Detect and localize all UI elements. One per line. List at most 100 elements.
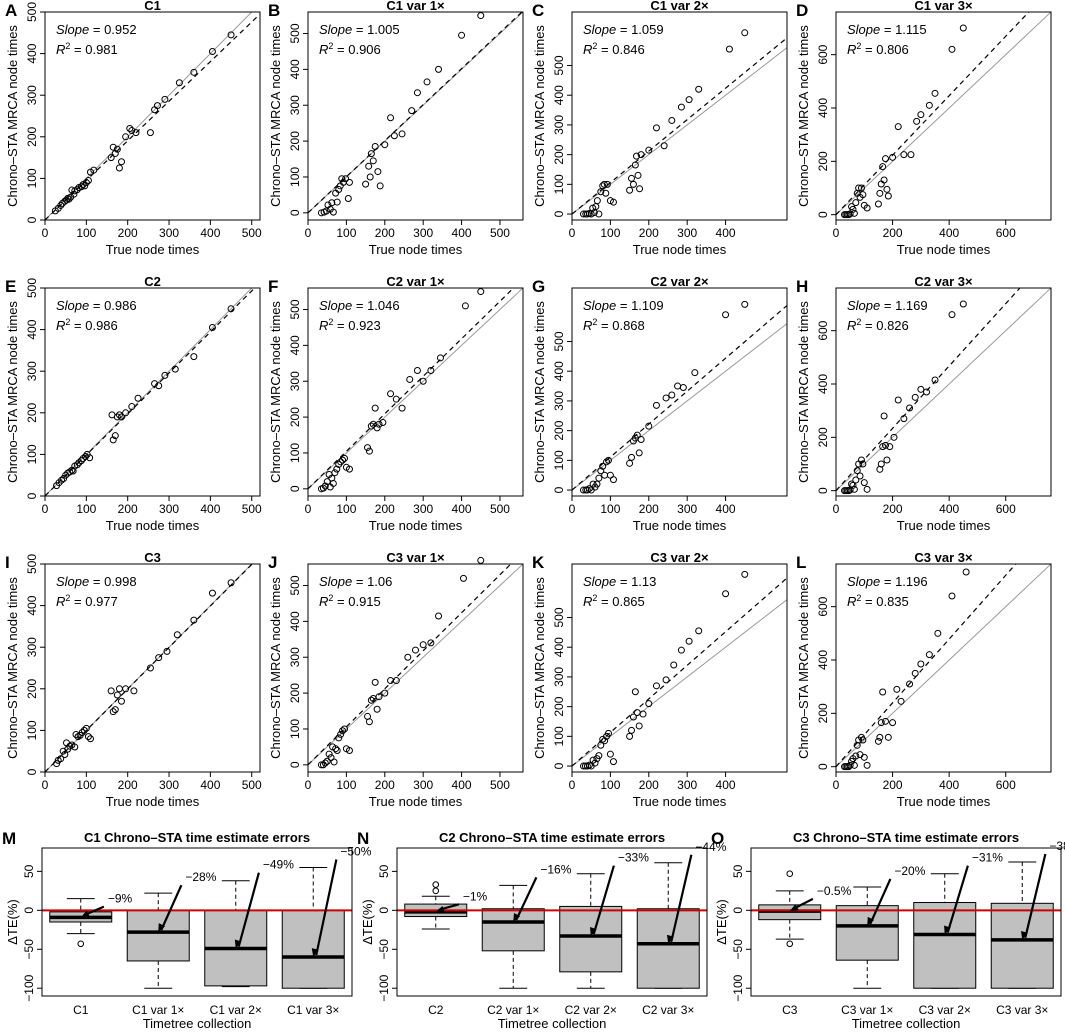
r2-value: 0.846 xyxy=(612,42,645,57)
data-point xyxy=(695,85,703,93)
data-point xyxy=(373,424,381,432)
y-tick-label: 600 xyxy=(816,596,830,616)
data-point xyxy=(175,79,183,87)
data-point xyxy=(130,687,138,695)
data-point xyxy=(628,453,636,461)
r2-value: 0.835 xyxy=(876,594,909,609)
x-axis-label: True node times xyxy=(106,518,200,533)
panel-title: C3 var 3× xyxy=(914,550,973,565)
data-point xyxy=(90,166,98,174)
data-point xyxy=(599,462,607,470)
data-point xyxy=(628,726,636,734)
x-category-label: C3 var 2× xyxy=(919,1003,971,1017)
data-point xyxy=(874,737,882,745)
r2-text: R2 = 0.868 xyxy=(583,317,645,333)
data-point xyxy=(597,741,605,749)
box-iqr xyxy=(481,908,545,952)
x-tick-label: 400 xyxy=(939,502,959,516)
y-tick-label: 500 xyxy=(288,299,302,319)
r2-label: R xyxy=(56,318,65,333)
plot-frame xyxy=(750,847,1062,997)
data-point xyxy=(333,746,341,754)
r2-sup: 2 xyxy=(328,593,333,603)
data-point xyxy=(111,706,119,714)
y-tick-label: −50 xyxy=(731,939,745,960)
fit-lines xyxy=(572,577,787,767)
data-point xyxy=(171,365,179,373)
slope-value-prefix: = xyxy=(616,574,631,589)
arrow-line xyxy=(670,854,693,943)
y-axis-label: ΔTE(%) xyxy=(360,899,375,945)
y-tick-label: 500 xyxy=(552,331,566,351)
r2-text: R2 = 0.906 xyxy=(319,41,381,57)
box-iqr xyxy=(636,908,700,989)
r2-label: R xyxy=(583,318,592,333)
data-point xyxy=(670,661,678,669)
x-axis-label: True node times xyxy=(106,794,200,809)
data-point xyxy=(81,182,89,190)
data-point xyxy=(331,469,339,477)
y-tick-label: 600 xyxy=(816,320,830,340)
regression-line xyxy=(572,37,787,215)
data-point xyxy=(853,467,861,475)
data-point xyxy=(894,123,902,131)
data-point xyxy=(893,685,901,693)
y-tick-label: 400 xyxy=(288,611,302,631)
data-point xyxy=(931,89,939,97)
r2-text: R2 = 0.986 xyxy=(56,317,118,333)
data-point xyxy=(917,111,925,119)
r2-sup: 2 xyxy=(592,593,597,603)
r2-label: R xyxy=(319,594,328,609)
panel-title: C3 Chrono–STA time estimate errors xyxy=(793,830,1019,845)
data-point xyxy=(925,651,933,659)
box-outlier xyxy=(786,940,794,948)
data-point xyxy=(190,353,198,361)
data-point xyxy=(65,195,73,203)
data-point xyxy=(911,393,919,401)
data-point xyxy=(109,708,117,716)
panel-N: −1% −16% −33% −44% −100 −50 0 50 C2 C2 var 1× C2 v… xyxy=(357,829,727,1031)
data-point xyxy=(857,456,865,464)
r2-value: 0.826 xyxy=(876,318,909,333)
arrow-head xyxy=(944,925,951,935)
r2-text: R2 = 0.835 xyxy=(847,593,909,609)
plot-frame xyxy=(571,11,788,221)
data-point xyxy=(863,761,871,769)
y-tick-label: 0 xyxy=(816,487,830,494)
data-point xyxy=(882,441,890,449)
x-axis-label: True node times xyxy=(369,794,463,809)
box-iqr xyxy=(126,909,190,962)
x-tick-label: 500 xyxy=(490,778,510,792)
data-point xyxy=(879,163,887,171)
data-point xyxy=(406,375,414,383)
x-tick-label: 200 xyxy=(118,778,138,792)
panel-K: 0 100 200 300 400 0 100 200 300 400 500 True node t… xyxy=(532,550,788,809)
slope-value: 0.998 xyxy=(104,574,137,589)
data-point xyxy=(362,180,370,188)
data-point xyxy=(323,757,331,765)
x-tick-label: 100 xyxy=(600,502,620,516)
slope-label: Slope xyxy=(583,22,616,37)
data-point xyxy=(850,761,858,769)
data-point xyxy=(398,130,406,138)
data-point xyxy=(419,377,427,385)
x-tick-label: 200 xyxy=(118,502,138,516)
data-point xyxy=(369,157,377,165)
data-point xyxy=(115,685,123,693)
slope-label: Slope xyxy=(847,22,880,37)
data-point xyxy=(628,174,636,182)
y-tick-label: 50 xyxy=(731,864,745,878)
regression-line xyxy=(308,564,512,766)
data-point xyxy=(115,411,123,419)
data-point xyxy=(880,176,888,184)
data-point xyxy=(685,637,693,645)
panel-letter: B xyxy=(268,1,280,20)
data-point xyxy=(153,102,161,110)
data-point xyxy=(379,418,387,426)
data-point xyxy=(82,724,90,732)
data-point xyxy=(325,750,333,758)
x-tick-label: 400 xyxy=(452,502,472,516)
data-point xyxy=(146,129,154,137)
data-point xyxy=(609,476,617,484)
